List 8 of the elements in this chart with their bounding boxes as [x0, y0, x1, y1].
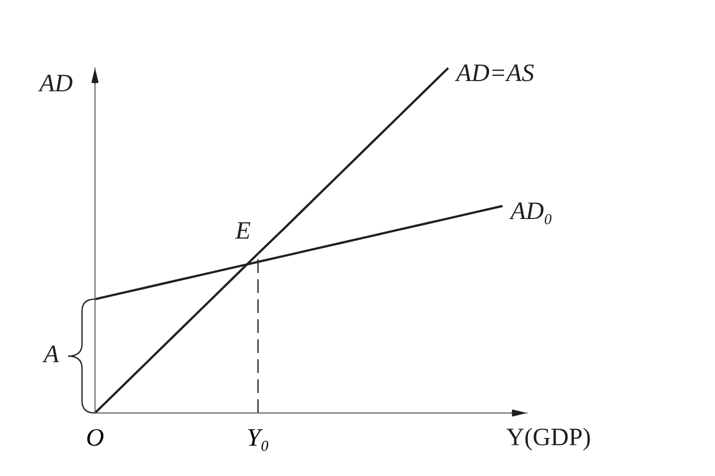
x-tick-label: Y₀	[248, 429, 268, 451]
x-tick-label: O	[87, 429, 104, 446]
annotation: E	[235, 222, 250, 239]
y-axis-title: AD	[38, 74, 72, 92]
annotation: A	[42, 346, 60, 362]
series-label: AD₀	[509, 202, 552, 224]
series-label: AD=AS	[454, 64, 534, 82]
x-axis-title: Y(GDP)	[506, 428, 590, 451]
